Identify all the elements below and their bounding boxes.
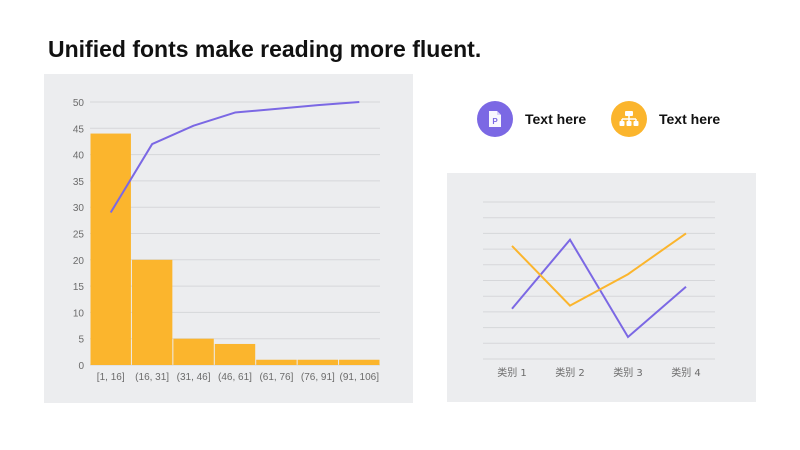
pareto-chart-panel: 0 5 10 15 20 25 30 35 40 45 50 [1, 16] (16, 31] (31, … — [44, 74, 413, 403]
cumulative-line — [109, 101, 360, 213]
x-tick-label: (46, 61] — [218, 372, 252, 383]
y-tick-label: 35 — [73, 177, 85, 188]
y-tick-label: 50 — [73, 98, 85, 109]
line-chart-panel: 类别 1 类别 2 类别 3 类别 4 — [447, 173, 756, 402]
y-tick-label: 15 — [73, 282, 85, 293]
x-tick-label: (76, 91] — [301, 372, 335, 383]
legend-circle-purple: P — [477, 101, 513, 137]
y-tick-label: 40 — [73, 151, 85, 162]
y-tick-label: 0 — [78, 361, 84, 372]
series-line-purple — [511, 237, 687, 339]
bar — [90, 133, 131, 365]
bar — [339, 359, 380, 365]
bar — [173, 338, 214, 365]
x-tick-label: 类别 1 — [497, 366, 527, 379]
bar — [256, 359, 297, 365]
x-tick-label: (61, 76] — [259, 372, 293, 383]
legend-circle-yellow — [611, 101, 647, 137]
line-chart: 类别 1 类别 2 类别 3 类别 4 — [483, 201, 715, 379]
x-tick-label: (31, 46] — [177, 372, 211, 383]
x-tick-label: [1, 16] — [97, 372, 125, 383]
y-tick-label: 45 — [73, 124, 85, 135]
x-tick-label: (16, 31] — [135, 372, 169, 383]
document-p-icon: P — [489, 111, 501, 127]
x-tick-label: (91, 106] — [340, 372, 380, 383]
pareto-chart: 0 5 10 15 20 25 30 35 40 45 50 [1, 16] (16, 31] (31, … — [73, 98, 380, 383]
y-tick-label: 30 — [73, 203, 85, 214]
y-tick-label: 20 — [73, 256, 85, 267]
x-tick-label: 类别 2 — [555, 366, 585, 379]
y-tick-label: 5 — [78, 335, 84, 346]
legend-item-2: Text here — [611, 101, 720, 137]
bar — [214, 343, 256, 365]
legend-label-1: Text here — [525, 111, 587, 127]
bar — [297, 359, 339, 365]
series-line-yellow — [511, 232, 687, 307]
legend-label-2: Text here — [659, 111, 721, 127]
y-tick-label: 25 — [73, 230, 85, 241]
bar — [131, 259, 173, 365]
svg-text:P: P — [492, 117, 498, 126]
page-title: Unified fonts make reading more fluent. — [48, 36, 482, 62]
org-chart-icon — [619, 111, 639, 126]
x-tick-label: 类别 3 — [613, 366, 643, 379]
legend-item-1: P Text here — [477, 101, 586, 137]
y-tick-label: 10 — [73, 308, 85, 319]
x-tick-label: 类别 4 — [671, 366, 701, 379]
